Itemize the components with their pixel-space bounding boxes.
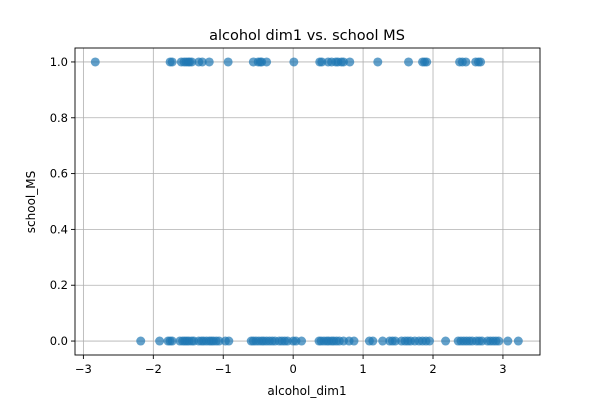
- scatter-point: [373, 57, 383, 67]
- scatter-point: [404, 57, 414, 67]
- scatter-point: [461, 57, 471, 67]
- chart-title: alcohol dim1 vs. school MS: [209, 28, 405, 44]
- scatter-point: [167, 336, 177, 346]
- scatter-point: [345, 57, 355, 67]
- y-tick-label: 0.0: [50, 334, 68, 348]
- y-tick-label: 0.8: [50, 111, 68, 125]
- scatter-point: [155, 336, 165, 346]
- scatter-point: [390, 336, 400, 346]
- plot-area-frame: [74, 47, 541, 356]
- scatter-point: [425, 336, 435, 346]
- scatter-point: [223, 57, 233, 67]
- x-tick-label: 2: [429, 362, 436, 376]
- x-tick-label: −3: [75, 362, 92, 376]
- scatter-point: [441, 336, 451, 346]
- scatter-point: [368, 336, 378, 346]
- scatter-point: [167, 57, 177, 67]
- scatter-point: [136, 336, 146, 346]
- scatter-point: [476, 57, 486, 67]
- scatter-point: [262, 57, 272, 67]
- scatter-point: [513, 336, 523, 346]
- data-points: [90, 57, 523, 346]
- x-tick-label: 0: [290, 362, 297, 376]
- scatter-point: [187, 57, 197, 67]
- scatter-point: [289, 57, 299, 67]
- x-axis-label: alcohol_dim1: [267, 384, 346, 398]
- y-axis-ticks: 0.0 0.2 0.4 0.6 0.8 1.0: [50, 55, 75, 348]
- scatter-point: [224, 336, 234, 346]
- grid-lines: [75, 48, 540, 355]
- scatter-point: [90, 57, 100, 67]
- scatter-point: [214, 336, 224, 346]
- x-axis-ticks: −3 −2 −1 0 1 2 3: [75, 355, 507, 376]
- x-tick-label: −2: [145, 362, 162, 376]
- scatter-point: [204, 57, 214, 67]
- scatter-point: [339, 57, 349, 67]
- scatter-point: [349, 336, 359, 346]
- y-axis-label: school_MS: [24, 171, 38, 233]
- y-tick-label: 1.0: [50, 55, 68, 69]
- x-tick-label: 1: [359, 362, 366, 376]
- scatter-point: [494, 336, 504, 346]
- x-tick-label: −1: [215, 362, 232, 376]
- y-tick-label: 0.6: [50, 167, 68, 181]
- x-tick-label: 3: [499, 362, 506, 376]
- scatter-point: [317, 57, 327, 67]
- y-tick-label: 0.2: [50, 278, 68, 292]
- scatter-point: [297, 336, 307, 346]
- scatter-point: [378, 336, 388, 346]
- scatter-point: [197, 57, 207, 67]
- y-tick-label: 0.4: [50, 222, 68, 236]
- scatter-point: [503, 336, 513, 346]
- scatter-point: [422, 57, 432, 67]
